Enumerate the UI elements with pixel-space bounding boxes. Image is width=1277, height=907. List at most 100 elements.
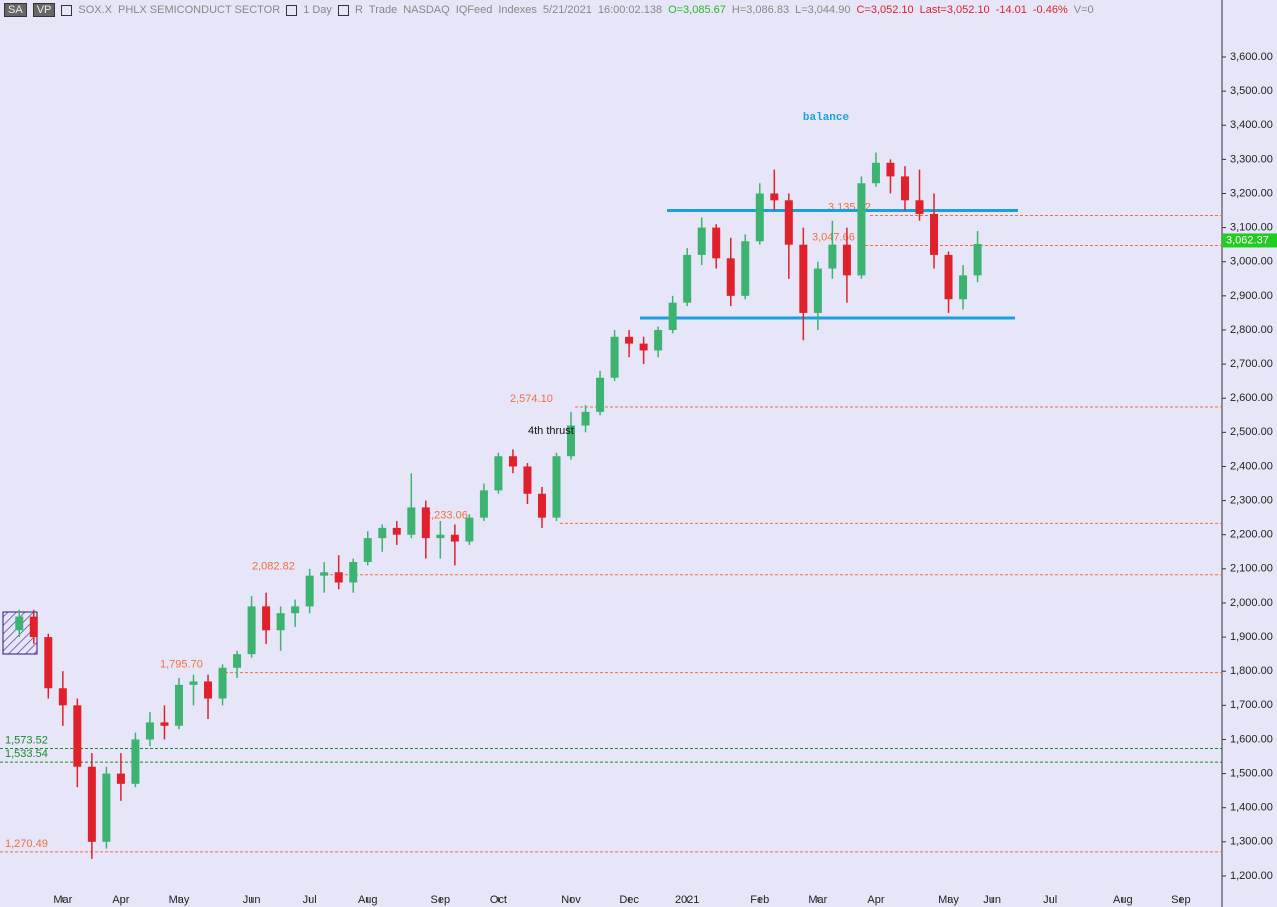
level-label: 3,047.66	[812, 231, 855, 243]
candle-body	[639, 343, 648, 351]
level-label: 2,574.10	[510, 393, 553, 405]
header-item: Trade	[368, 4, 398, 16]
candle-body	[697, 227, 706, 255]
candle-body	[930, 213, 939, 255]
header-item: IQFeed	[455, 4, 493, 16]
x-tick-label: Dec	[619, 894, 639, 906]
y-tick-label: 3,500.00	[1230, 85, 1273, 97]
candle-body	[15, 616, 24, 631]
candle-body	[233, 654, 242, 668]
candle-body	[813, 268, 822, 313]
y-tick-label: 2,500.00	[1230, 426, 1273, 438]
header-item: Indexes	[498, 4, 537, 16]
y-tick-label: 1,400.00	[1230, 802, 1273, 814]
header: SA VP SOX.X PHLX SEMICONDUCT SECTOR 1 Day R Tr…	[4, 2, 1094, 18]
candle-body	[450, 534, 459, 542]
candle-body	[131, 739, 140, 784]
candle-body	[479, 490, 488, 518]
candle-body	[537, 493, 546, 518]
header-item: NASDAQ	[403, 4, 450, 16]
candle-body	[436, 534, 445, 539]
x-tick-label: Oct	[490, 894, 507, 906]
y-tick-label: 2,600.00	[1230, 392, 1273, 404]
candle-body	[683, 254, 692, 303]
header-item: PHLX SEMICONDUCT SECTOR	[118, 4, 281, 16]
candle-body	[160, 722, 169, 726]
y-tick-label: 2,800.00	[1230, 324, 1273, 336]
candle-body	[334, 572, 343, 583]
x-tick-label: Nov	[561, 894, 581, 906]
header-item: Last=3,052.10	[919, 4, 990, 16]
level-label: 2,233.06	[425, 509, 468, 521]
header-item: V=0	[1073, 4, 1094, 16]
candle-body	[726, 258, 735, 296]
header-item: 5/21/2021	[542, 4, 592, 16]
candle-body	[973, 243, 982, 276]
x-tick-label: Jun	[983, 894, 1001, 906]
level-label: 2,082.82	[252, 561, 295, 573]
candle-body	[305, 575, 314, 607]
x-tick-label: May	[938, 894, 959, 906]
x-tick-label: Apr	[112, 894, 129, 906]
level-label: 1,533.54	[5, 748, 48, 760]
y-tick-label: 1,200.00	[1230, 870, 1273, 882]
header-item[interactable]: VP	[32, 3, 56, 17]
dropdown[interactable]	[286, 4, 298, 16]
level-label: 1,795.70	[160, 659, 203, 671]
candle-body	[857, 183, 866, 276]
candle-body	[44, 637, 53, 689]
candle-body	[494, 456, 503, 491]
header-item[interactable]: SA	[4, 3, 27, 17]
candle-body	[871, 162, 880, 184]
x-tick-label: Aug	[358, 894, 378, 906]
y-tick-label: 3,400.00	[1230, 119, 1273, 131]
y-tick-label: 2,200.00	[1230, 529, 1273, 541]
candle-body	[654, 329, 663, 351]
x-tick-label: Mar	[808, 894, 827, 906]
candle-body	[741, 241, 750, 296]
price-tag	[1222, 233, 1277, 248]
candle-body	[320, 572, 329, 576]
candle-body	[174, 684, 183, 726]
candle-body	[799, 244, 808, 313]
price-tag-label: 3,062.37	[1226, 234, 1269, 246]
header-item: O=3,085.67	[668, 4, 726, 16]
candle-body	[610, 336, 619, 378]
y-tick-label: 1,300.00	[1230, 836, 1273, 848]
candle-body	[828, 244, 837, 269]
candle-body	[349, 562, 358, 583]
x-tick-label: Feb	[750, 894, 769, 906]
candle-body	[73, 705, 82, 767]
x-tick-label: 2021	[675, 894, 699, 906]
candle-body	[291, 606, 300, 614]
candle-body	[189, 681, 198, 685]
x-tick-label: Jul	[1043, 894, 1057, 906]
y-tick-label: 3,100.00	[1230, 222, 1273, 234]
header-item: 16:00:02.138	[597, 4, 663, 16]
header-item: H=3,086.83	[731, 4, 790, 16]
y-tick-label: 3,300.00	[1230, 153, 1273, 165]
header-item: 1 Day	[303, 4, 332, 16]
header-item: -14.01	[995, 4, 1027, 16]
y-tick-label: 1,700.00	[1230, 699, 1273, 711]
y-tick-label: 2,900.00	[1230, 290, 1273, 302]
x-tick-label: Apr	[867, 894, 884, 906]
y-tick-label: 3,600.00	[1230, 51, 1273, 63]
y-tick-label: 1,900.00	[1230, 631, 1273, 643]
candle-body	[944, 254, 953, 300]
dropdown[interactable]	[337, 4, 349, 16]
candle-body	[87, 766, 96, 842]
x-tick-label: Sep	[1171, 894, 1191, 906]
dropdown[interactable]	[61, 4, 73, 16]
x-tick-label: Jun	[243, 894, 261, 906]
candle-body	[567, 425, 576, 457]
y-tick-label: 3,200.00	[1230, 187, 1273, 199]
x-tick-label: Jul	[303, 894, 317, 906]
candle-body	[145, 722, 154, 740]
candle-body	[784, 200, 793, 245]
candle-body	[378, 527, 387, 539]
candle-body	[262, 606, 271, 631]
y-tick-label: 2,700.00	[1230, 358, 1273, 370]
